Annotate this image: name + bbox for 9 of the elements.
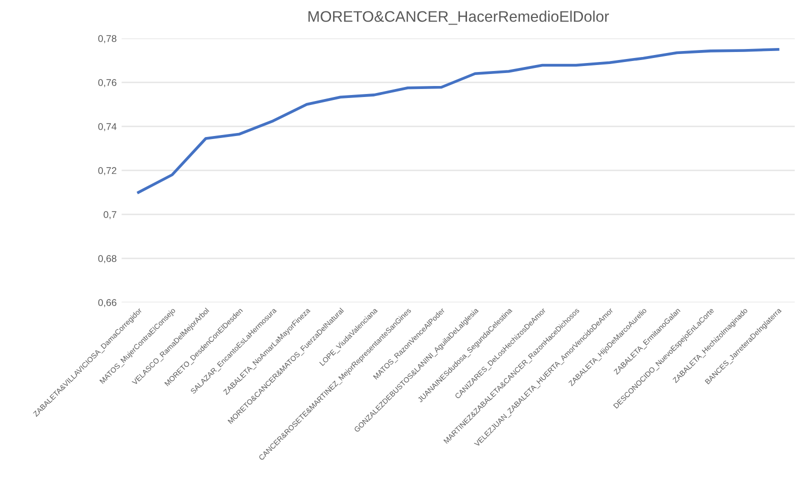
y-tick-label: 0,76 [98, 79, 116, 88]
line-series [137, 48, 780, 194]
y-tick-label: 0,66 [98, 299, 116, 308]
y-tick-label: 0,78 [98, 35, 116, 44]
chart-title: MORETO&CANCER_HacerRemedioElDolor [308, 10, 609, 25]
y-tick-label: 0,7 [104, 211, 116, 220]
y-tick-label: 0,68 [98, 255, 116, 264]
y-tick-label: 0,74 [98, 123, 117, 132]
y-tick-label: 0,72 [98, 167, 116, 176]
